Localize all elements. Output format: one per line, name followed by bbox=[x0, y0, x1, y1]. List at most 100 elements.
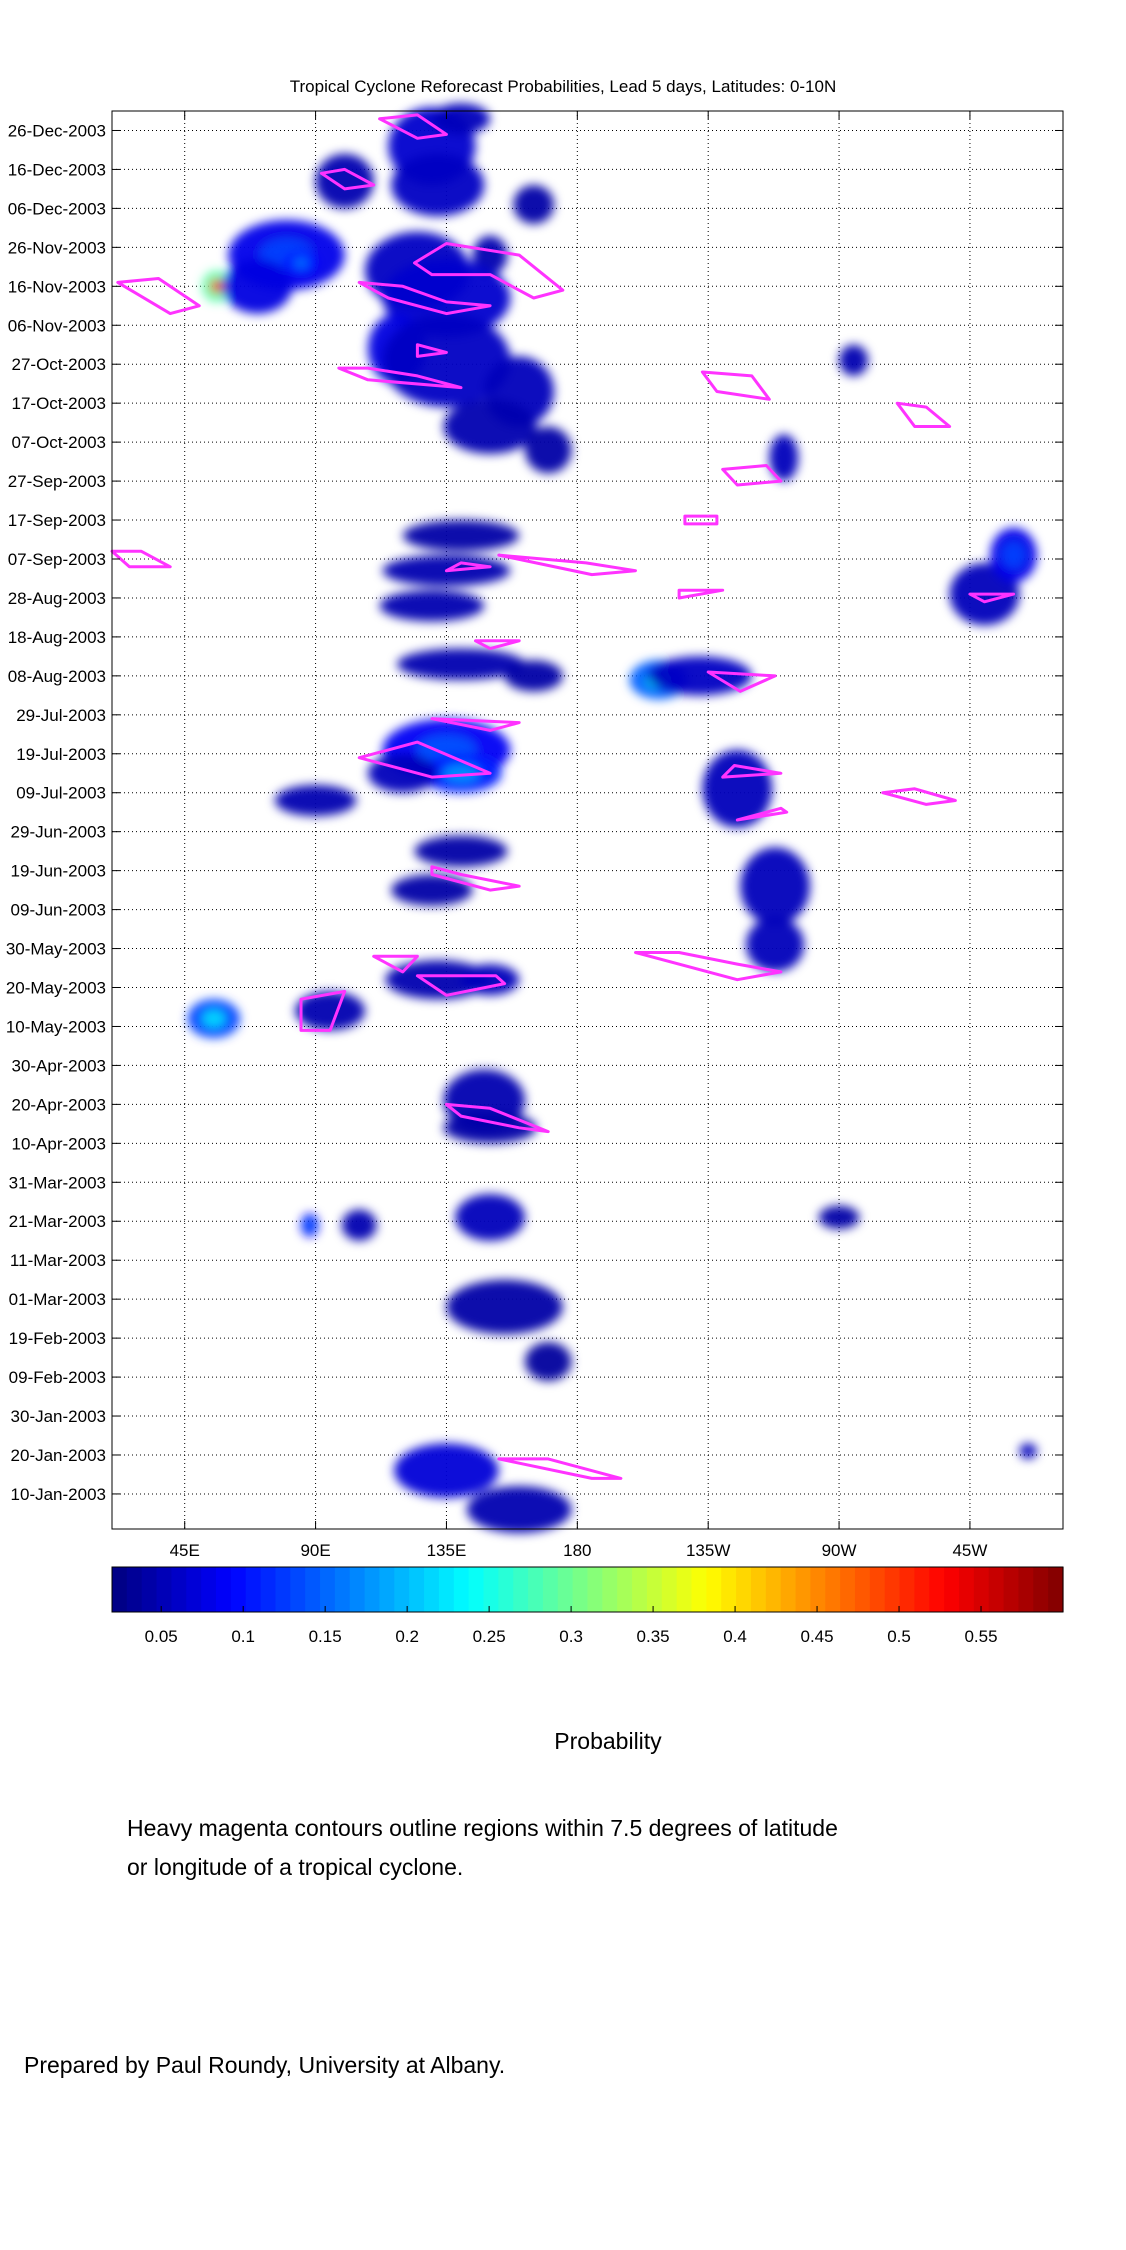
tc-contour bbox=[721, 464, 783, 487]
colorbar-cell bbox=[156, 1567, 173, 1612]
heatmap-blob bbox=[740, 847, 810, 926]
note-line-1: Heavy magenta contours outline regions w… bbox=[127, 1815, 838, 1841]
heatmap-blob bbox=[839, 344, 869, 376]
heatmap-blob bbox=[315, 153, 374, 209]
y-tick-label: 01-Mar-2003 bbox=[9, 1290, 106, 1309]
colorbar-cell bbox=[394, 1567, 410, 1612]
heatmap-blob bbox=[472, 235, 508, 275]
colorbar-cell bbox=[854, 1567, 871, 1612]
colorbar-cell bbox=[676, 1567, 693, 1612]
tc-contour bbox=[444, 561, 492, 573]
y-tick-label: 19-Jun-2003 bbox=[11, 862, 106, 881]
colorbar-cell bbox=[112, 1567, 128, 1612]
y-tick-label: 19-Feb-2003 bbox=[9, 1329, 106, 1348]
heatmap-blob bbox=[466, 1486, 572, 1533]
chart-title: Tropical Cyclone Reforecast Probabilitie… bbox=[289, 77, 837, 96]
heatmap-blob bbox=[379, 590, 485, 622]
colorbar-cell bbox=[305, 1567, 321, 1612]
tc-contour bbox=[430, 717, 521, 732]
colorbar-cell bbox=[245, 1567, 262, 1612]
plot-frame bbox=[111, 110, 1064, 1530]
colorbar-cell bbox=[587, 1567, 603, 1612]
tc-contour bbox=[497, 553, 637, 577]
colorbar-cell bbox=[364, 1567, 381, 1612]
colorbar-cell bbox=[349, 1567, 366, 1612]
colorbar-tick-label: 0.05 bbox=[145, 1627, 178, 1646]
y-tick-label: 20-Apr-2003 bbox=[11, 1095, 106, 1114]
heatmap-blob bbox=[391, 874, 473, 906]
tc-contour bbox=[415, 974, 507, 997]
heatmap-blob bbox=[524, 1342, 572, 1381]
heatmap-blob bbox=[504, 660, 563, 692]
colorbar-tick-label: 0.2 bbox=[395, 1627, 419, 1646]
y-tick-label: 30-Jan-2003 bbox=[11, 1407, 106, 1426]
colorbar-cell bbox=[379, 1567, 395, 1612]
heatmap-blob bbox=[382, 259, 511, 337]
y-tick-label: 07-Sep-2003 bbox=[8, 550, 106, 569]
y-tick-label: 10-Apr-2003 bbox=[11, 1134, 106, 1153]
y-tick-label: 10-Jan-2003 bbox=[11, 1485, 106, 1504]
heatmap-blob bbox=[460, 964, 520, 996]
colorbar-cell bbox=[1018, 1567, 1034, 1612]
tc-contour bbox=[357, 740, 492, 779]
grid bbox=[112, 111, 1063, 1529]
colorbar-cell bbox=[186, 1567, 202, 1612]
tc-contour bbox=[415, 343, 448, 358]
tc-contour bbox=[721, 764, 783, 779]
y-tick-label: 28-Aug-2003 bbox=[8, 589, 106, 608]
colorbar-cell bbox=[795, 1567, 811, 1612]
x-tick-label: 45E bbox=[170, 1541, 200, 1560]
tc-contour bbox=[895, 401, 952, 428]
heatmap-blob bbox=[414, 835, 508, 867]
y-tick-label: 27-Oct-2003 bbox=[12, 355, 107, 374]
colorbar-cell bbox=[602, 1567, 618, 1612]
heatmap-blob bbox=[513, 185, 555, 224]
colorbar-cell bbox=[958, 1567, 975, 1612]
colorbar-cell bbox=[1048, 1567, 1064, 1612]
heatmap-blob bbox=[524, 426, 572, 474]
tc-contour bbox=[677, 588, 725, 600]
y-tick-label: 27-Sep-2003 bbox=[8, 472, 106, 491]
tc-contours bbox=[110, 113, 1016, 1480]
y-tick-label: 19-Jul-2003 bbox=[16, 745, 106, 764]
heatmap-blob bbox=[769, 434, 799, 482]
y-tick-label: 09-Jul-2003 bbox=[16, 784, 106, 803]
tc-contour bbox=[357, 280, 492, 316]
colorbar-tick-label: 0.1 bbox=[231, 1627, 255, 1646]
y-tick-label: 31-Mar-2003 bbox=[9, 1173, 106, 1192]
probability-heatmap bbox=[187, 103, 1037, 1533]
y-tick-label: 18-Aug-2003 bbox=[8, 628, 106, 647]
heatmap-blob bbox=[1019, 1443, 1037, 1459]
heatmap-blob bbox=[385, 960, 491, 1000]
colorbar-cell bbox=[750, 1567, 767, 1612]
heatmap-blob bbox=[295, 991, 366, 1031]
note-line-2: or longitude of a tropical cyclone. bbox=[127, 1854, 464, 1880]
tc-contour bbox=[319, 167, 376, 191]
colorbar-cell bbox=[542, 1567, 559, 1612]
y-tick-label: 16-Nov-2003 bbox=[8, 277, 106, 296]
y-tick-label: 29-Jul-2003 bbox=[16, 706, 106, 725]
y-tick-label: 21-Mar-2003 bbox=[9, 1212, 106, 1231]
colorbar: 0.05 0.1 0.15 0.2 0.25 0.3 0.35 0.4 0.45 0.5 0.55 bbox=[111, 1566, 1064, 1646]
colorbar-cell bbox=[1003, 1567, 1020, 1612]
heatmap-blob-core bbox=[305, 1219, 314, 1231]
colorbar-cell bbox=[275, 1567, 291, 1612]
colorbar-cell bbox=[914, 1567, 930, 1612]
tc-contour bbox=[337, 366, 463, 390]
tc-contour bbox=[968, 592, 1016, 604]
y-tick-label: 08-Aug-2003 bbox=[8, 667, 106, 686]
colorbar-cell bbox=[409, 1567, 425, 1612]
x-tick-label: 135E bbox=[427, 1541, 467, 1560]
colorbar-cell bbox=[973, 1567, 990, 1612]
y-tick-label: 26-Dec-2003 bbox=[8, 121, 106, 140]
y-tick-label: 30-May-2003 bbox=[6, 940, 106, 959]
colorbar-cell bbox=[438, 1567, 455, 1612]
heatmap-blob-core bbox=[442, 764, 480, 783]
colorbar-tick-label: 0.3 bbox=[559, 1627, 583, 1646]
colorbar-cell bbox=[661, 1567, 678, 1612]
heatmap-blob bbox=[397, 648, 525, 680]
tc-contour bbox=[881, 787, 957, 806]
y-tick-label: 09-Feb-2003 bbox=[9, 1368, 106, 1387]
colorbar-cell bbox=[320, 1567, 336, 1612]
